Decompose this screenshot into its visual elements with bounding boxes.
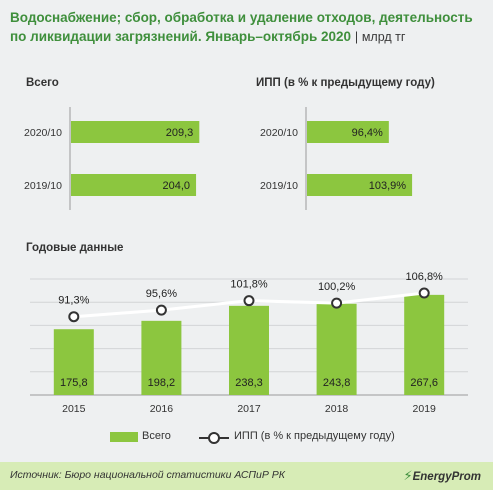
lightning-icon: ⚡ <box>403 468 413 483</box>
annual-year-label: 2019 <box>413 403 437 415</box>
legend-bar-label: Всего <box>142 430 171 442</box>
footer: Источник: Бюро национальной статистики А… <box>0 462 493 490</box>
total-bar <box>71 174 197 196</box>
annual-ipp-point <box>155 304 167 316</box>
ipp-chart-title: ИПП (в % к предыдущему году) <box>256 77 435 89</box>
annual-ipp-value-label: 100,2% <box>318 281 356 293</box>
annual-year-label: 2018 <box>325 403 349 415</box>
annual-bar-value-label: 243,8 <box>323 377 351 389</box>
total-category-label: 2019/10 <box>24 180 62 192</box>
title-unit: млрд тг <box>361 30 406 44</box>
total-chart-title: Всего <box>26 77 59 89</box>
ipp-bar <box>307 174 413 196</box>
annual-ipp-point <box>68 311 80 323</box>
annual-year-label: 2017 <box>237 403 261 415</box>
annual-bar <box>229 305 269 395</box>
source-text: Источник: Бюро национальной статистики А… <box>10 469 285 481</box>
total-value-label: 204,0 <box>163 180 191 192</box>
annual-bar <box>404 294 445 395</box>
legend-line-label: ИПП (в % к предыдущему году) <box>234 430 395 442</box>
legend: Всего ИПП (в % к предыдущему году) <box>0 428 493 448</box>
annual-bar <box>316 303 357 395</box>
annual-bar <box>141 320 182 395</box>
ipp-category-label: 2020/10 <box>260 127 298 139</box>
title-text: Водоснабжение; сбор, обработка и удалени… <box>10 10 473 44</box>
ipp-category-label: 2019/10 <box>260 180 298 192</box>
annual-ipp-point <box>243 295 255 307</box>
legend-dot-swatch <box>208 432 220 444</box>
annual-bar-value-label: 238,3 <box>235 377 263 389</box>
page-title: Водоснабжение; сбор, обработка и удалени… <box>10 8 480 47</box>
total-value-label: 209,3 <box>166 127 194 139</box>
total-bar <box>71 121 200 143</box>
annual-ipp-point <box>418 287 430 299</box>
logo: ⚡EnergyProm <box>403 468 481 484</box>
annual-ipp-value-label: 91,3% <box>58 295 89 307</box>
legend-bar-swatch <box>110 432 138 442</box>
ipp-value-label: 96,4% <box>352 127 383 139</box>
annual-bar-value-label: 198,2 <box>148 377 176 389</box>
annual-ipp-value-label: 106,8% <box>406 271 444 283</box>
annual-bar-value-label: 267,6 <box>410 377 438 389</box>
ipp-bar <box>307 121 389 143</box>
ipp-value-label: 103,9% <box>369 180 407 192</box>
total-category-label: 2020/10 <box>24 127 62 139</box>
annual-year-label: 2016 <box>150 403 174 415</box>
annual-bar <box>53 329 94 395</box>
annual-ipp-point <box>331 297 343 309</box>
annual-chart-title: Годовые данные <box>26 242 124 254</box>
logo-text: EnergyProm <box>412 471 481 483</box>
annual-bar-value-label: 175,8 <box>60 377 88 389</box>
annual-ipp-value-label: 95,6% <box>146 288 177 300</box>
title-separator: | <box>354 30 359 44</box>
annual-year-label: 2015 <box>62 403 86 415</box>
annual-ipp-value-label: 101,8% <box>230 279 268 291</box>
